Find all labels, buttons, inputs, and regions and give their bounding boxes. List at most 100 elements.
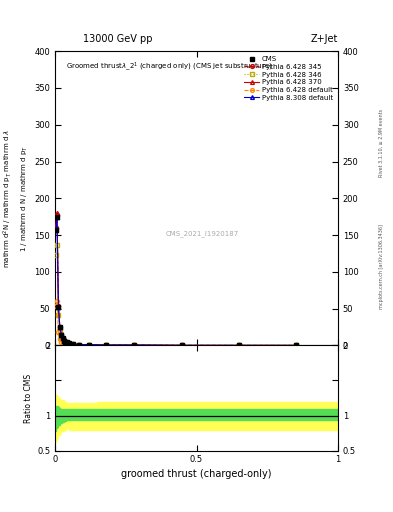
Pythia 6.428 345 (59, 331, 64, 337)
Pythia 6.428 346 (67, 340, 72, 347)
Text: mcplots.cern.ch [arXiv:1306.3436]: mcplots.cern.ch [arXiv:1306.3436] (379, 224, 384, 309)
Pythia 8.308 default (62, 337, 66, 344)
CMS (77, 342, 81, 348)
Y-axis label: mathrm d$^2$N / mathrm d p$_T$ mathrm d $\lambda$
1 / mathrm d N / mathrm d p$_T: mathrm d$^2$N / mathrm d p$_T$ mathrm d … (2, 129, 30, 268)
Pythia 6.428 370 (104, 342, 108, 348)
CMS (67, 340, 72, 346)
Pythia 6.428 346 (237, 343, 241, 349)
Pythia 6.428 345 (77, 342, 81, 348)
Pythia 8.308 default (56, 304, 61, 310)
Pythia 6.428 346 (293, 343, 298, 349)
Pythia 6.428 370 (55, 210, 59, 216)
Pythia 6.428 345 (63, 339, 68, 345)
Pythia 8.308 default (104, 342, 108, 348)
Pythia 8.308 default (60, 335, 65, 342)
Pythia 6.428 345 (132, 342, 137, 348)
Pythia 8.308 default (53, 226, 58, 232)
Pythia 6.428 345 (60, 335, 65, 342)
Pythia 6.428 default (86, 342, 91, 348)
Pythia 6.428 370 (56, 303, 61, 309)
CMS (86, 342, 91, 348)
Pythia 6.428 default (71, 342, 76, 348)
CMS (71, 341, 76, 347)
Pythia 6.428 346 (62, 338, 66, 345)
Pythia 8.308 default (64, 339, 69, 345)
CMS (104, 342, 108, 348)
Pythia 6.428 346 (180, 342, 185, 348)
Pythia 6.428 345 (180, 342, 185, 348)
Pythia 6.428 370 (63, 338, 68, 345)
Pythia 6.428 370 (132, 342, 137, 348)
Pythia 6.428 345 (62, 337, 66, 344)
Pythia 8.308 default (86, 342, 91, 348)
Pythia 6.428 345 (237, 342, 241, 348)
Pythia 8.308 default (67, 340, 72, 346)
Pythia 6.428 370 (57, 324, 62, 330)
Pythia 6.428 default (57, 336, 62, 343)
Pythia 8.308 default (237, 342, 241, 348)
Pythia 6.428 346 (59, 334, 64, 340)
CMS (132, 342, 137, 348)
CMS (59, 331, 64, 337)
CMS (57, 325, 62, 331)
Pythia 6.428 345 (55, 211, 59, 218)
Pythia 6.428 default (132, 342, 137, 348)
Y-axis label: Ratio to CMS: Ratio to CMS (24, 373, 33, 422)
Pythia 6.428 370 (60, 335, 65, 342)
Pythia 6.428 346 (63, 339, 68, 346)
Pythia 6.428 default (237, 343, 241, 349)
Pythia 6.428 346 (86, 342, 91, 348)
Line: Pythia 8.308 default: Pythia 8.308 default (54, 215, 298, 348)
Pythia 6.428 346 (77, 342, 81, 348)
Pythia 6.428 346 (60, 337, 65, 343)
Pythia 8.308 default (180, 342, 185, 348)
Text: 13000 GeV pp: 13000 GeV pp (83, 33, 152, 44)
Pythia 6.428 346 (71, 341, 76, 347)
CMS (53, 226, 58, 232)
Pythia 6.428 346 (64, 339, 69, 346)
Pythia 6.428 default (67, 342, 72, 348)
Pythia 6.428 default (60, 340, 65, 346)
Pythia 6.428 370 (59, 331, 64, 337)
CMS (293, 343, 298, 349)
Pythia 6.428 default (53, 303, 58, 309)
Pythia 6.428 default (55, 298, 59, 305)
Pythia 6.428 370 (53, 223, 58, 229)
Pythia 6.428 370 (67, 340, 72, 346)
Text: Rivet 3.1.10, ≥ 2.9M events: Rivet 3.1.10, ≥ 2.9M events (379, 109, 384, 178)
Pythia 6.428 346 (132, 342, 137, 348)
Pythia 6.428 370 (62, 337, 66, 344)
Pythia 6.428 370 (71, 341, 76, 347)
Pythia 6.428 default (77, 342, 81, 348)
Pythia 6.428 345 (104, 342, 108, 348)
Pythia 8.308 default (55, 214, 59, 220)
Text: CMS_2021_I1920187: CMS_2021_I1920187 (165, 230, 239, 237)
Pythia 6.428 345 (57, 324, 62, 330)
CMS (180, 342, 185, 348)
Pythia 6.428 default (59, 338, 64, 345)
Line: Pythia 6.428 370: Pythia 6.428 370 (54, 211, 298, 348)
Pythia 6.428 370 (86, 342, 91, 348)
Pythia 6.428 346 (55, 242, 59, 248)
Pythia 6.428 370 (180, 342, 185, 348)
Pythia 6.428 default (64, 341, 69, 347)
CMS (55, 214, 59, 220)
Line: Pythia 6.428 345: Pythia 6.428 345 (54, 212, 298, 348)
Pythia 6.428 default (293, 343, 298, 349)
Pythia 8.308 default (132, 342, 137, 348)
Line: CMS: CMS (54, 215, 298, 348)
CMS (62, 337, 66, 344)
Pythia 6.428 default (62, 340, 66, 347)
CMS (60, 335, 65, 342)
Pythia 6.428 345 (64, 339, 69, 345)
Pythia 6.428 346 (53, 252, 58, 259)
Pythia 8.308 default (63, 339, 68, 345)
Pythia 6.428 345 (71, 341, 76, 347)
Pythia 8.308 default (293, 343, 298, 349)
Pythia 6.428 370 (77, 342, 81, 348)
Pythia 6.428 370 (64, 338, 69, 345)
Pythia 6.428 345 (293, 343, 298, 349)
Pythia 6.428 345 (86, 342, 91, 348)
Pythia 6.428 default (180, 343, 185, 349)
CMS (63, 339, 68, 345)
